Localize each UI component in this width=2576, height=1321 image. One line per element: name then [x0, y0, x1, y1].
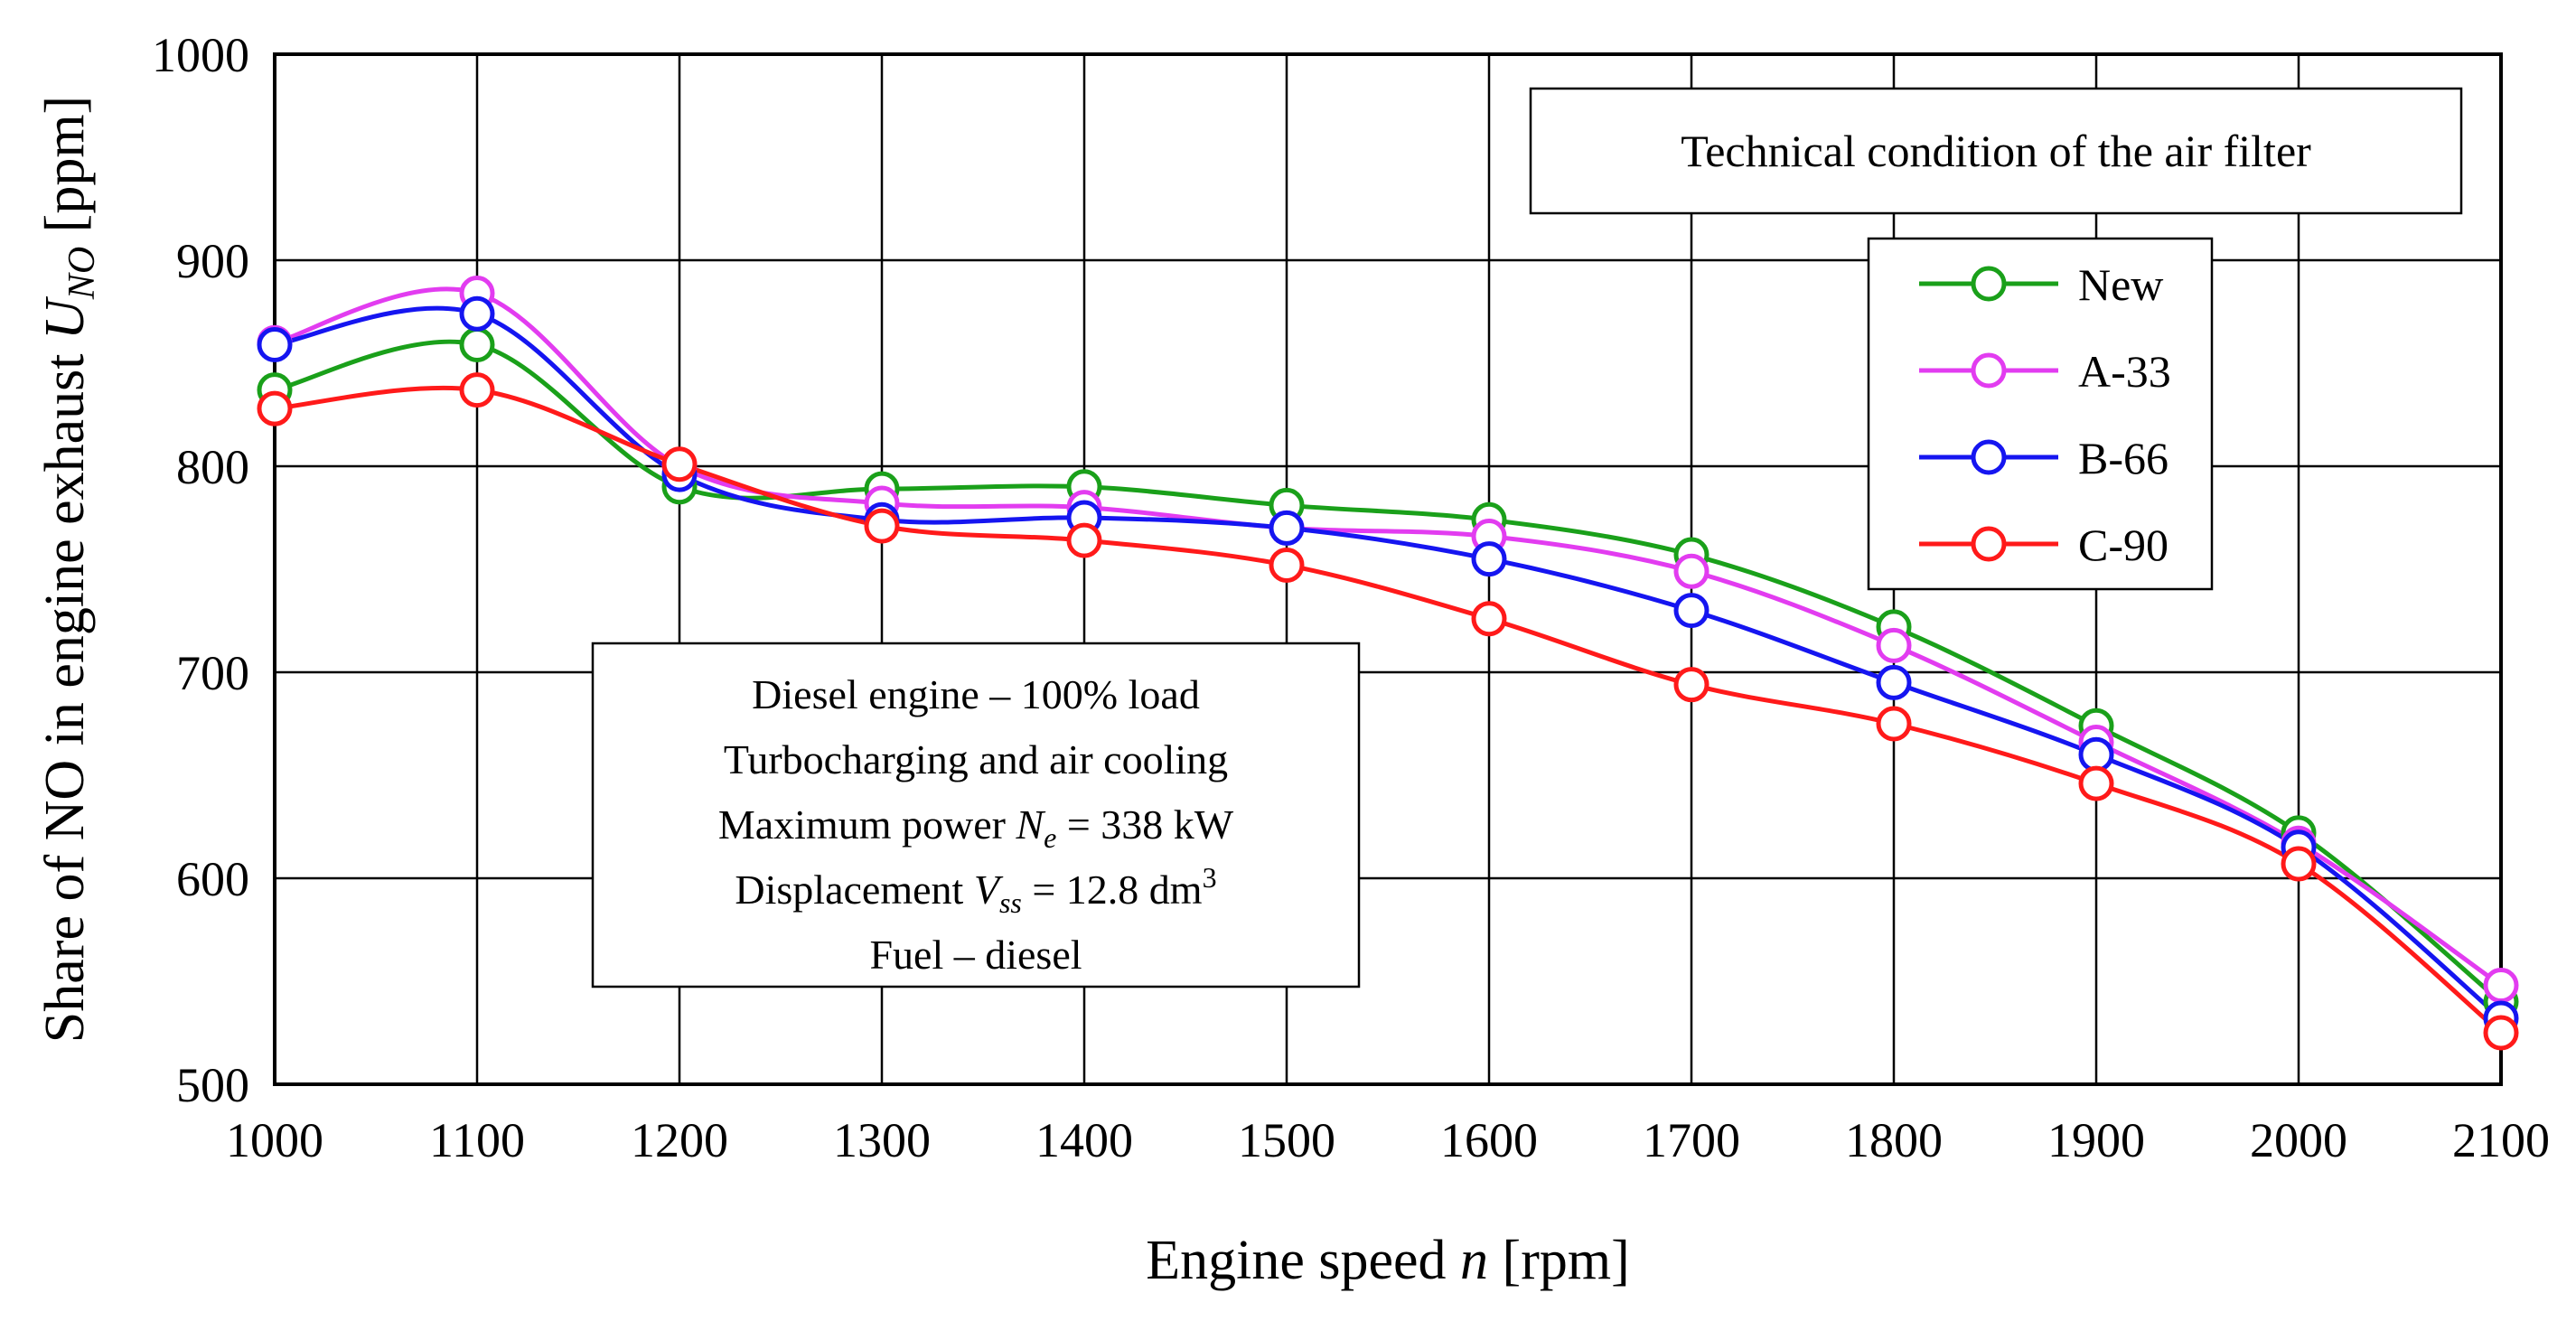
legend-label-new: New [2078, 259, 2163, 310]
marker-c-90 [2078, 765, 2114, 801]
x-tick-label: 2000 [2250, 1113, 2347, 1167]
y-tick-label: 500 [176, 1058, 249, 1112]
marker-c-90 [1066, 522, 1102, 558]
grid [275, 54, 2501, 1084]
y-tick-label: 1000 [152, 28, 249, 82]
marker-c-90 [459, 372, 495, 408]
y-tick-label: 600 [176, 852, 249, 906]
x-tick-label: 1700 [1643, 1113, 1740, 1167]
engine-info-line-5: Fuel – diesel [869, 932, 1082, 978]
marker-b-66 [1471, 541, 1507, 577]
legend-swatch-marker-new [1971, 266, 2007, 302]
marker-b-66 [1673, 593, 1710, 629]
x-tick-label: 1900 [2047, 1113, 2145, 1167]
legend-title-box [1529, 87, 2463, 215]
x-tick-label: 1000 [226, 1113, 323, 1167]
x-tick-label: 1100 [429, 1113, 525, 1167]
x-tick-label: 1400 [1035, 1113, 1133, 1167]
marker-b-66 [1876, 664, 1912, 700]
engine-info-line-1: Diesel engine – 100% load [752, 671, 1200, 717]
x-tick-label: 1800 [1845, 1113, 1943, 1167]
marker-b-66 [2078, 736, 2114, 773]
marker-c-90 [1269, 547, 1305, 583]
marker-b-66 [257, 326, 293, 362]
engine-info-line-4: Displacement Vss = 12.8 dm3 [735, 861, 1216, 919]
y-tick-label: 700 [176, 646, 249, 700]
y-tick-label: 800 [176, 440, 249, 494]
x-tick-label: 1500 [1238, 1113, 1335, 1167]
marker-b-66 [459, 295, 495, 332]
series-line-new [274, 339, 2503, 1004]
marker-a-33 [1876, 627, 1912, 663]
marker-c-90 [1876, 706, 1912, 742]
legend-swatch-marker-a-33 [1971, 352, 2007, 389]
marker-c-90 [661, 446, 698, 482]
x-axis-ticks: 1000 1100 1200 1300 1400 1500 1600 1700 1800 1900… [226, 1113, 2550, 1167]
marker-c-90 [2281, 846, 2317, 882]
marker-a-33 [1673, 553, 1710, 589]
legend-title: Technical condition of the air filter [1681, 126, 2311, 176]
x-tick-label: 1200 [631, 1113, 728, 1167]
legend-swatch-marker-b-66 [1971, 439, 2007, 475]
engine-info-line-2: Turbocharging and air cooling [724, 736, 1228, 782]
legend-swatch-marker-c-90 [1971, 526, 2007, 562]
x-tick-label: 1300 [833, 1113, 931, 1167]
x-tick-label: 2100 [2452, 1113, 2550, 1167]
marker-c-90 [257, 390, 293, 426]
legend-label-b-66: B-66 [2078, 433, 2169, 483]
legend-label-c-90: C-90 [2078, 520, 2169, 570]
y-axis-title: Share of NO in engine exhaust UNO [ppm] [34, 96, 103, 1043]
plot-area-frame [273, 52, 2503, 1086]
legend: New A-33 B-66 C-90 [1919, 259, 2171, 570]
series-markers [257, 275, 2519, 1051]
marker-c-90 [1673, 667, 1710, 703]
series-line-c-90 [274, 385, 2503, 1035]
x-axis-title: Engine speed n [rpm] [1146, 1230, 1629, 1291]
marker-c-90 [2483, 1015, 2519, 1051]
x-tick-label: 1600 [1440, 1113, 1538, 1167]
marker-b-66 [1269, 510, 1305, 546]
series-line-a-33 [274, 286, 2503, 988]
marker-a-33 [2483, 968, 2519, 1004]
legend-box [1867, 237, 2214, 591]
legend-label-a-33: A-33 [2078, 346, 2171, 397]
series-lines [274, 286, 2503, 1035]
marker-c-90 [1471, 601, 1507, 637]
engine-info-line-3: Maximum power Ne = 338 kW [718, 801, 1234, 854]
y-tick-label: 900 [176, 234, 249, 288]
y-axis-ticks: 500 600 700 800 900 1000 [152, 28, 249, 1112]
marker-new [459, 326, 495, 362]
engine-info-box [591, 642, 1361, 988]
marker-c-90 [864, 508, 900, 544]
